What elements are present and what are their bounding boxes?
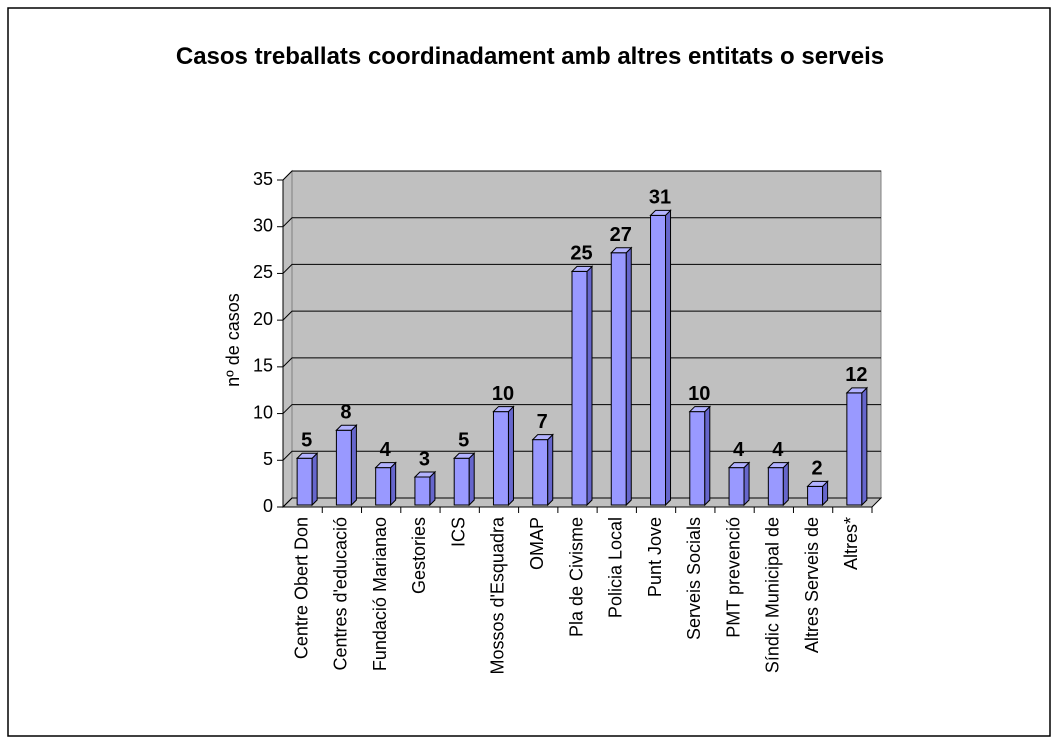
bar: [492, 405, 515, 507]
x-tick-label: Mossos d'Esquadra: [488, 516, 508, 675]
value-label: 25: [570, 243, 592, 265]
value-label: 2: [812, 458, 823, 480]
bar: [335, 424, 358, 507]
x-tick-label: Punt Jove: [645, 517, 665, 597]
value-label: 8: [340, 402, 351, 424]
bar: [531, 433, 554, 507]
bar: [688, 405, 712, 507]
bar: [845, 386, 869, 507]
bar: [452, 452, 476, 507]
x-tick-label: Altres Serveis de: [802, 517, 822, 653]
grid-line: [282, 357, 881, 368]
value-label: 31: [649, 187, 671, 209]
y-axis-label: nº de casos: [223, 293, 243, 387]
chart-title: Casos treballats coordinadament amb altr…: [175, 43, 885, 70]
y-tick-label: 25: [253, 262, 273, 282]
grid-line: [282, 497, 881, 508]
value-label: 4: [772, 439, 784, 461]
y-tick-label: 20: [253, 309, 273, 329]
grid-line: [282, 217, 881, 228]
bar: [610, 246, 633, 507]
x-tick-label: Gestories: [409, 517, 429, 594]
value-label: 3: [419, 448, 430, 470]
value-label: 4: [380, 439, 392, 461]
bar: [570, 265, 594, 507]
value-label: 4: [733, 439, 745, 461]
value-label: 12: [845, 364, 867, 386]
grid-line: [282, 263, 881, 274]
x-tick-label: PMT prevenció: [723, 517, 743, 638]
y-tick-label: 15: [253, 356, 273, 376]
x-tick-label: Fundació Marianao: [370, 517, 390, 671]
y-tick-label: 0: [263, 496, 273, 516]
grid-line: [282, 170, 881, 181]
value-label: 5: [458, 430, 469, 452]
bar: [649, 209, 672, 507]
y-tick-label: 35: [253, 169, 273, 189]
x-tick-label: Síndic Municipal de: [763, 517, 783, 673]
value-label: 10: [492, 383, 514, 405]
value-label: 5: [301, 430, 312, 452]
x-tick-label: Centre Obert Don: [291, 517, 311, 659]
y-tick-label: 30: [253, 215, 273, 235]
value-label: 10: [688, 383, 710, 405]
x-tick-label: ICS: [448, 517, 468, 547]
x-tick-label: Centres d'educació: [331, 517, 351, 671]
grid-line: [282, 450, 881, 461]
grid-line: [282, 310, 881, 321]
y-tick-label: 10: [253, 402, 273, 422]
bar: [295, 452, 319, 507]
x-tick-label: Pla de Civisme: [566, 517, 586, 637]
bar: [806, 480, 829, 507]
side-wall: [282, 169, 293, 509]
value-label: 7: [537, 411, 548, 433]
bar: [727, 461, 751, 507]
x-tick-label: OMAP: [527, 517, 547, 570]
x-tick-label: Altres*: [841, 517, 861, 570]
x-tick-label: Policia Local: [606, 517, 626, 618]
y-tick-label: 5: [263, 449, 273, 469]
bar: [767, 461, 790, 507]
value-label: 27: [610, 224, 632, 246]
x-tick-label: Serveis Socials: [684, 517, 704, 640]
bar: [413, 470, 437, 507]
bar: [374, 461, 397, 507]
grid-line: [282, 404, 881, 414]
